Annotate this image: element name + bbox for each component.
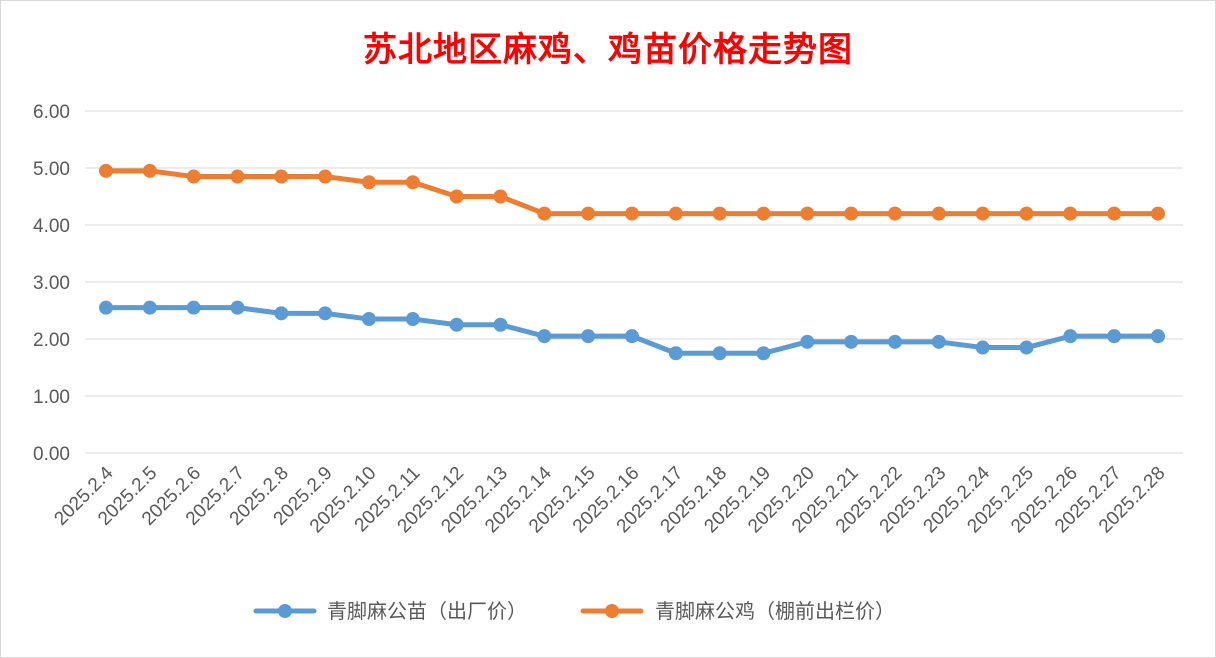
data-point — [537, 329, 552, 344]
chart-title: 苏北地区麻鸡、鸡苗价格走势图 — [363, 30, 853, 70]
data-point — [668, 206, 683, 221]
data-point — [756, 206, 771, 221]
data-point — [230, 169, 245, 184]
data-point — [581, 206, 596, 221]
data-point — [625, 206, 639, 221]
data-point — [800, 206, 815, 221]
legend-label: 青脚麻公鸡（棚前出栏价） — [655, 599, 895, 623]
data-point — [712, 346, 727, 361]
data-point — [186, 300, 201, 315]
legend-item: 青脚麻公苗（出厂价） — [253, 599, 527, 623]
data-point — [756, 346, 771, 361]
data-point — [625, 329, 639, 344]
series-1 — [99, 300, 1165, 361]
data-point — [1019, 340, 1034, 355]
y-tick-label: 0.00 — [33, 444, 70, 465]
data-point — [362, 312, 376, 327]
data-point — [975, 206, 990, 221]
data-point — [274, 169, 289, 184]
data-point — [581, 329, 596, 344]
data-point — [668, 346, 683, 361]
data-point — [405, 175, 420, 190]
y-tick-label: 3.00 — [33, 273, 70, 294]
data-point — [449, 189, 464, 204]
y-tick-label: 5.00 — [33, 159, 70, 180]
data-point — [142, 300, 157, 315]
y-axis-ticks: 0.00 1.00 2.00 3.00 4.00 5.00 6.00 — [33, 102, 70, 465]
data-point — [844, 206, 859, 221]
data-point — [274, 306, 289, 321]
data-point — [1063, 206, 1078, 221]
data-point — [1151, 206, 1165, 221]
legend: 青脚麻公苗（出厂价） 青脚麻公鸡（棚前出栏价） — [253, 599, 895, 623]
y-tick-label: 2.00 — [33, 330, 70, 351]
data-point — [493, 189, 508, 204]
data-point — [318, 169, 333, 184]
data-point — [712, 206, 727, 221]
data-point — [844, 334, 859, 349]
y-tick-label: 1.00 — [33, 387, 70, 408]
data-point — [888, 206, 902, 221]
legend-item: 青脚麻公鸡（棚前出栏价） — [580, 599, 895, 623]
data-point — [186, 169, 201, 184]
x-axis-ticks: 2025.2.42025.2.52025.2.62025.2.72025.2.8… — [50, 462, 1169, 537]
data-point — [1151, 329, 1165, 344]
series-layer — [99, 163, 1165, 361]
data-point — [362, 175, 376, 190]
legend-label: 青脚麻公苗（出厂价） — [327, 599, 527, 623]
data-point — [142, 163, 157, 178]
data-point — [1019, 206, 1034, 221]
data-point — [931, 206, 946, 221]
data-point — [1063, 329, 1078, 344]
legend-swatch-marker — [605, 604, 619, 618]
legend-swatch-marker — [278, 604, 292, 618]
data-point — [931, 334, 946, 349]
gridlines — [85, 110, 1183, 454]
data-point — [975, 340, 990, 355]
data-point — [318, 306, 333, 321]
data-point — [537, 206, 552, 221]
data-point — [1107, 329, 1122, 344]
data-point — [449, 317, 464, 332]
data-point — [230, 300, 245, 315]
data-point — [1107, 206, 1122, 221]
data-point — [405, 312, 420, 327]
data-point — [99, 163, 113, 178]
data-point — [888, 334, 902, 349]
data-point — [99, 300, 113, 315]
series-2 — [99, 163, 1165, 221]
y-tick-label: 4.00 — [33, 216, 70, 237]
y-tick-label: 6.00 — [33, 102, 70, 123]
data-point — [493, 317, 508, 332]
data-point — [800, 334, 815, 349]
